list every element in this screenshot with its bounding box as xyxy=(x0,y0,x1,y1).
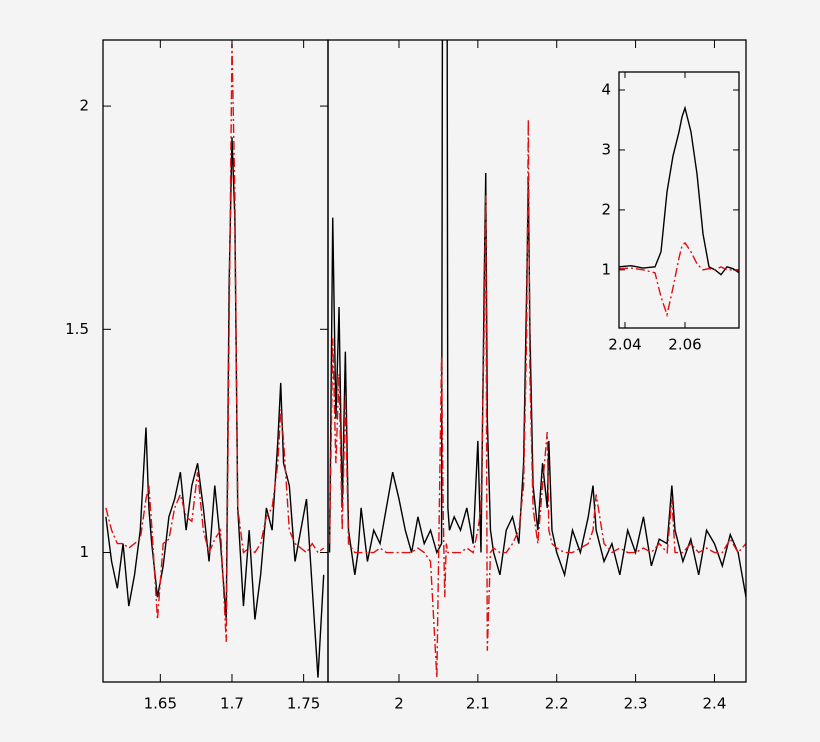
plot-area xyxy=(328,40,746,678)
inset-background xyxy=(619,72,739,328)
x-tick-label: 1.75 xyxy=(287,695,320,713)
frame xyxy=(102,39,329,683)
y-tick-label: 2 xyxy=(601,200,611,218)
x-tick-label: 2.3 xyxy=(624,695,648,713)
y-tick-label: 1.5 xyxy=(65,320,89,338)
y-tick-label: 3 xyxy=(601,140,611,158)
x-tick-label: 2.4 xyxy=(703,695,727,713)
spectrum-line xyxy=(619,105,739,276)
x-tick-label: 1.7 xyxy=(220,695,244,713)
spectrum-line xyxy=(105,137,325,678)
x-tick-label: 1.65 xyxy=(144,695,177,713)
spectrum-line xyxy=(328,40,746,598)
x-tick-label: 2.04 xyxy=(608,336,641,354)
x-tick-label: 2 xyxy=(394,695,404,713)
plot-area xyxy=(105,43,325,678)
spectrum-line xyxy=(105,43,325,642)
spectrum-line xyxy=(328,119,746,678)
frame xyxy=(327,39,747,683)
x-tick-label: 2.1 xyxy=(466,695,490,713)
x-tick-label: 2.06 xyxy=(668,336,701,354)
x-tick-label: 2.2 xyxy=(545,695,569,713)
plot-area xyxy=(619,105,739,318)
y-tick-label: 1 xyxy=(79,543,89,561)
y-tick-label: 2 xyxy=(79,97,89,115)
spectrum-line xyxy=(619,241,739,318)
frame xyxy=(618,71,740,329)
y-tick-label: 4 xyxy=(601,80,611,98)
y-tick-label: 1 xyxy=(601,260,611,278)
